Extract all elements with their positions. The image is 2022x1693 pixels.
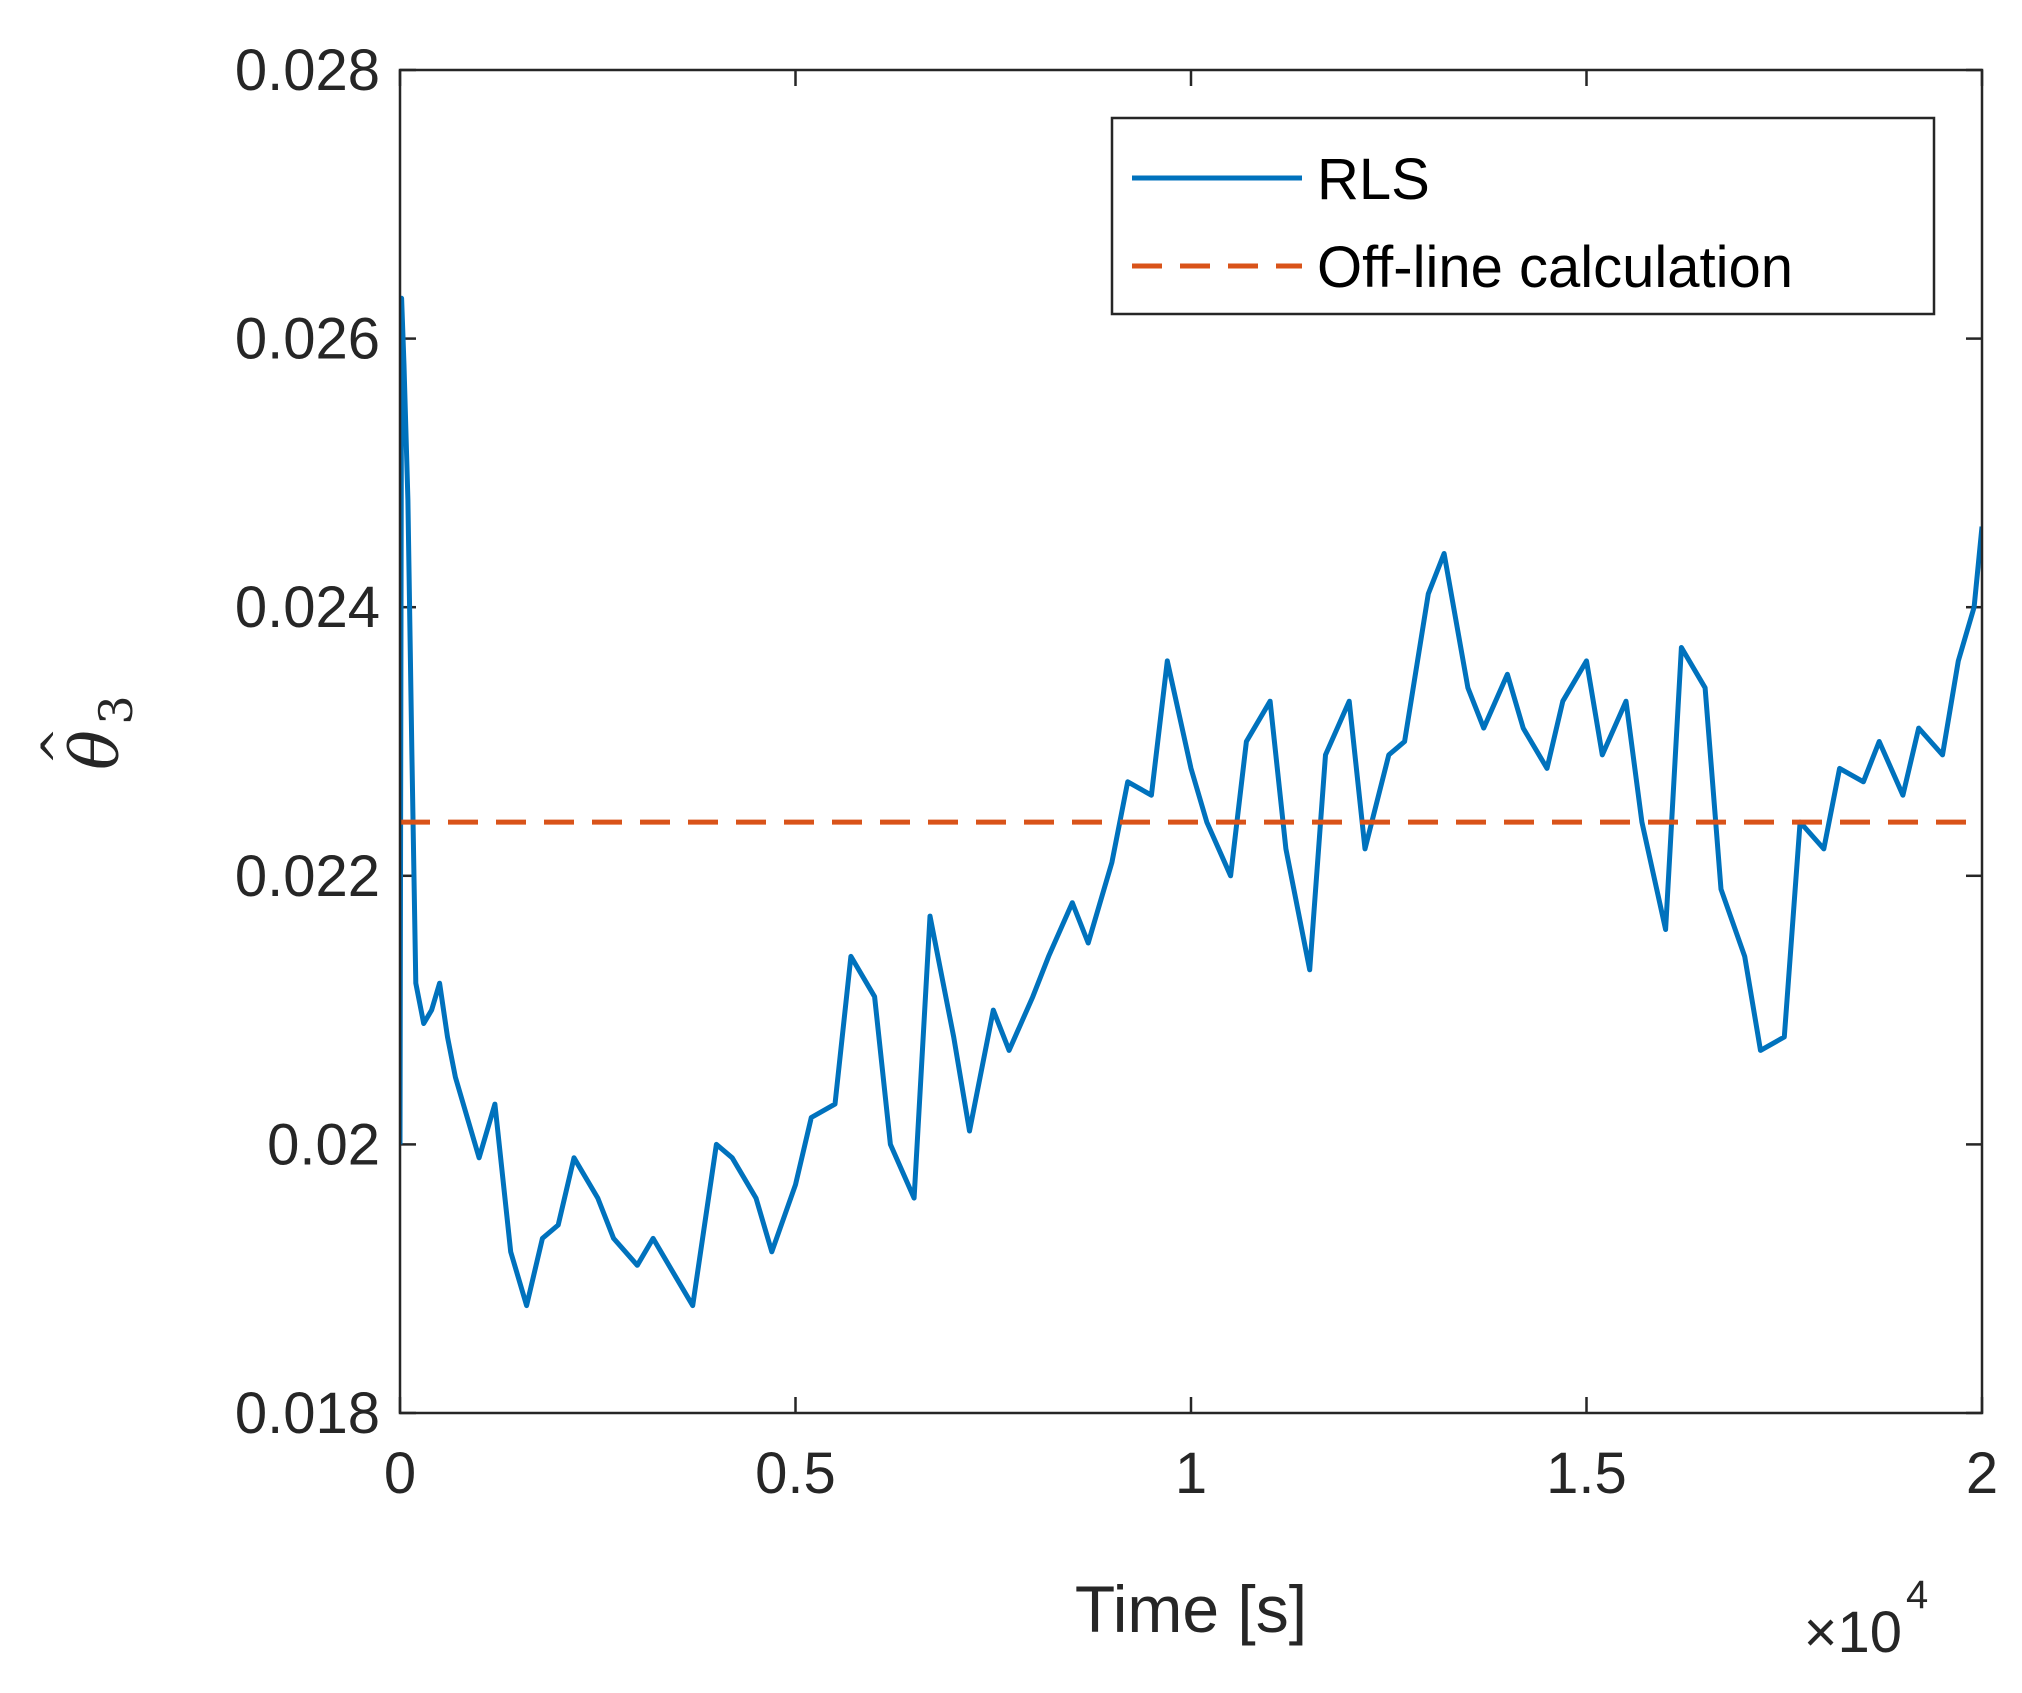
x-axis-exponent: ×10 4 [1804, 1573, 1929, 1665]
legend-label-offline: Off-line calculation [1317, 235, 1793, 300]
y-axis-label: θ ^ 3 [31, 695, 143, 770]
x-exponent-power: 4 [1906, 1573, 1928, 1617]
series-line-rls [400, 295, 1982, 1309]
legend-box [1110, 116, 1936, 316]
y-axis-label-subscript: 3 [89, 695, 143, 724]
x-tick-label: 2 [1966, 1441, 1998, 1506]
x-tick-label: 1.5 [1546, 1441, 1627, 1506]
x-exponent-base: ×10 [1804, 1600, 1902, 1665]
y-axis-label-hat: ^ [31, 727, 85, 766]
tick-labels-group: 0 0.5 1 1.5 2 0.018 0.02 0.022 0.024 0.026 0.028 [235, 38, 1998, 1506]
x-axis-label: Time [s] [1075, 1572, 1307, 1646]
x-tick-label: 0.5 [755, 1441, 836, 1506]
y-axis-label-symbol: θ [57, 730, 134, 770]
x-tick-label: 1 [1175, 1441, 1207, 1506]
plot-area-frame [398, 68, 1984, 1415]
y-tick-label: 0.022 [235, 844, 380, 909]
legend: RLS Off-line calculation [1110, 116, 1936, 316]
y-tick-label: 0.026 [235, 307, 380, 372]
series-group [400, 295, 1982, 1309]
y-tick-label: 0.024 [235, 575, 380, 640]
y-tick-label: 0.02 [267, 1112, 380, 1177]
legend-label-rls: RLS [1317, 147, 1430, 212]
y-tick-label: 0.028 [235, 38, 380, 103]
y-tick-label: 0.018 [235, 1381, 380, 1446]
x-tick-label: 0 [384, 1441, 416, 1506]
